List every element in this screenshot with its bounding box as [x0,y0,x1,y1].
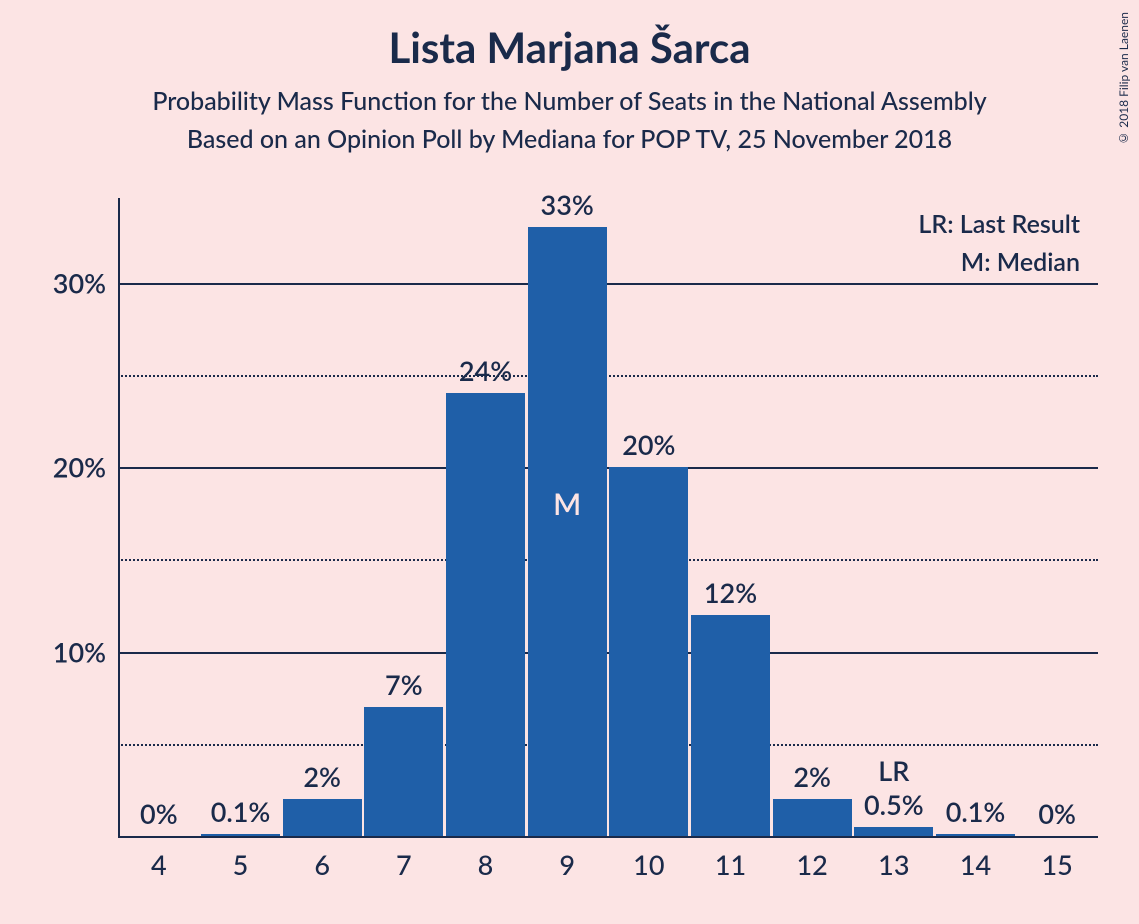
x-tick-label: 4 [151,848,167,881]
bars-container: 0%0.1%2%7%24%M33%20%12%2%LR0.5%0.1%0% [118,218,1098,836]
x-tick-label: 12 [796,848,827,881]
bar-value-label: 0% [140,797,178,830]
chart-plot-area: LR: Last Result M: Median 0%0.1%2%7%24%M… [118,218,1098,836]
bar-value-label: 20% [622,428,675,461]
x-tick-label: 11 [715,848,746,881]
bar [528,227,607,836]
bar [854,827,933,836]
bar-value-label: 0% [1038,797,1076,830]
bar-value-label: 0.1% [946,795,1006,828]
bar-value-label: 7% [385,668,423,701]
x-tick-label: 13 [878,848,909,881]
bar-value-label: 24% [459,354,512,387]
last-result-marker: LR [878,754,909,787]
bar [283,799,362,836]
x-tick-label: 9 [559,848,575,881]
x-axis-baseline [118,836,1098,838]
chart-subtitle-1: Probability Mass Function for the Number… [0,72,1139,116]
bar [936,834,1015,836]
x-tick-label: 5 [233,848,249,881]
bar-value-label: 2% [303,760,341,793]
bar [446,393,525,836]
x-tick-label: 14 [960,848,991,881]
x-tick-label: 15 [1041,848,1072,881]
bar [773,799,852,836]
bar-value-label: 0.5% [864,788,924,821]
y-tick-label: 30% [53,266,106,299]
y-tick-label: 10% [53,635,106,668]
x-tick-label: 7 [396,848,412,881]
bar [609,467,688,836]
chart-subtitle-2: Based on an Opinion Poll by Mediana for … [0,116,1139,154]
x-tick-label: 6 [314,848,330,881]
bar-value-label: 33% [541,188,594,221]
bar-value-label: 0.1% [211,795,271,828]
bar [691,615,770,836]
bar-value-label: 2% [793,760,831,793]
copyright-text: © 2018 Filip van Laenen [1116,12,1131,146]
bar [201,834,280,836]
bar [364,707,443,836]
bar-value-label: 12% [704,576,757,609]
median-marker: M [553,486,581,522]
x-tick-label: 10 [633,848,664,881]
x-tick-label: 8 [478,848,494,881]
y-tick-label: 20% [53,451,106,484]
chart-title: Lista Marjana Šarca [0,0,1139,72]
